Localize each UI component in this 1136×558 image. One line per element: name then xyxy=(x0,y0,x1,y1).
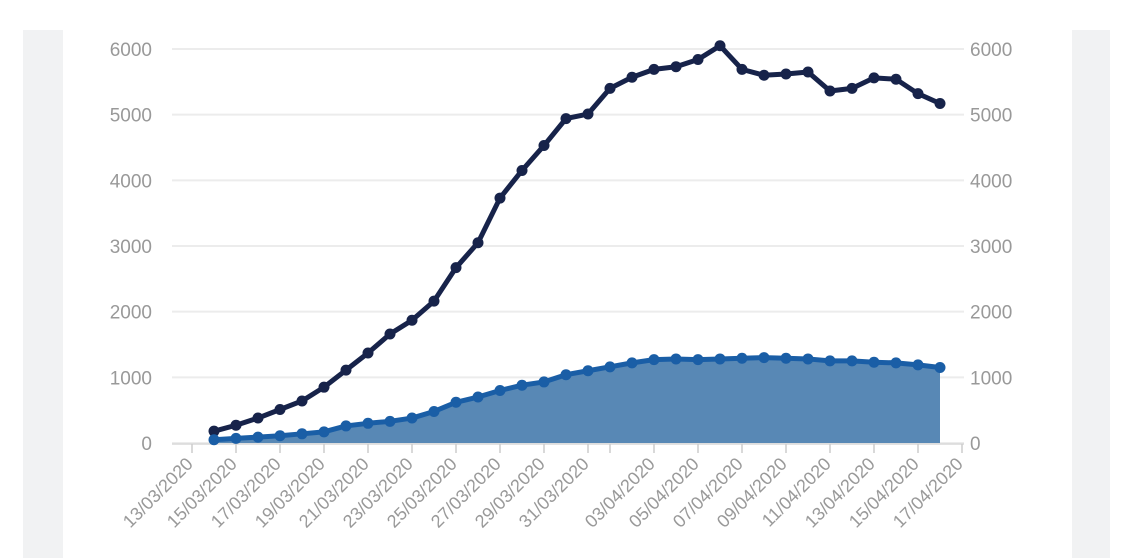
y-tick-label-right: 5000 xyxy=(970,106,1012,127)
data-point xyxy=(384,415,396,427)
data-point xyxy=(912,88,924,100)
data-point xyxy=(648,63,660,75)
data-point xyxy=(494,384,506,396)
data-point xyxy=(934,361,946,373)
y-tick-label-left: 0 xyxy=(141,434,152,455)
data-point xyxy=(626,357,638,369)
data-point xyxy=(318,426,330,438)
data-point xyxy=(890,357,902,369)
data-point xyxy=(868,356,880,368)
y-tick-label-left: 6000 xyxy=(110,40,152,61)
y-tick-label-left: 5000 xyxy=(110,106,152,127)
y-tick-label-left: 3000 xyxy=(110,237,152,258)
y-tick-label-left: 1000 xyxy=(110,368,152,389)
y-tick-label-right: 4000 xyxy=(970,171,1012,192)
data-point xyxy=(252,431,264,443)
data-point xyxy=(560,113,572,125)
data-point xyxy=(890,73,902,85)
data-point xyxy=(824,355,836,367)
data-point xyxy=(714,353,726,365)
y-axis-left: 0 1000 2000 3000 4000 5000 6000 xyxy=(110,40,152,455)
y-tick-label-right: 1000 xyxy=(970,368,1012,389)
data-point xyxy=(252,412,264,424)
data-point xyxy=(230,419,242,431)
data-point xyxy=(340,364,352,376)
y-tick-label-right: 0 xyxy=(970,434,981,455)
data-point xyxy=(692,54,704,66)
data-point xyxy=(780,352,792,364)
data-point xyxy=(604,361,616,373)
data-point xyxy=(208,425,220,437)
y-axis-right: 0 1000 2000 3000 4000 5000 6000 xyxy=(970,40,1012,455)
data-point xyxy=(274,404,286,416)
data-point xyxy=(868,72,880,84)
line-series xyxy=(208,40,946,437)
data-point xyxy=(670,61,682,73)
area-series xyxy=(208,352,946,446)
y-tick-label-right: 6000 xyxy=(970,40,1012,61)
left-gutter xyxy=(23,30,63,558)
y-tick-label-right: 3000 xyxy=(970,237,1012,258)
series-line xyxy=(211,355,943,443)
data-point xyxy=(472,391,484,403)
data-point xyxy=(560,369,572,381)
data-point xyxy=(538,376,550,388)
y-tick-label-left: 4000 xyxy=(110,171,152,192)
data-point xyxy=(362,417,374,429)
data-point xyxy=(846,355,858,367)
data-point xyxy=(824,85,836,97)
data-point xyxy=(230,432,242,444)
data-point xyxy=(450,396,462,408)
y-tick-label-right: 2000 xyxy=(970,303,1012,324)
data-point xyxy=(714,40,726,52)
y-tick-label-left: 2000 xyxy=(110,303,152,324)
data-point xyxy=(626,71,638,83)
data-point xyxy=(648,354,660,366)
series-line xyxy=(211,43,943,434)
data-point xyxy=(494,192,506,204)
data-point xyxy=(934,98,946,110)
data-point xyxy=(208,434,220,446)
data-point xyxy=(340,420,352,432)
data-point xyxy=(406,314,418,326)
data-point xyxy=(802,353,814,365)
data-point xyxy=(758,69,770,81)
data-point xyxy=(538,140,550,152)
data-point xyxy=(758,352,770,364)
data-point xyxy=(780,68,792,80)
data-point xyxy=(802,66,814,78)
data-point xyxy=(912,359,924,371)
data-point xyxy=(406,412,418,424)
data-point xyxy=(296,395,308,407)
data-point xyxy=(296,428,308,440)
data-point xyxy=(736,352,748,364)
data-point xyxy=(670,353,682,365)
data-point xyxy=(274,430,286,442)
data-point xyxy=(582,108,594,120)
data-point xyxy=(582,365,594,377)
data-point xyxy=(846,82,858,94)
data-point xyxy=(516,164,528,176)
right-gutter xyxy=(1072,30,1110,558)
data-point xyxy=(736,63,748,75)
data-point xyxy=(472,237,484,249)
data-point xyxy=(362,347,374,359)
data-point xyxy=(604,82,616,94)
data-point xyxy=(318,381,330,393)
data-point xyxy=(692,354,704,366)
data-point xyxy=(450,262,462,274)
data-point xyxy=(428,295,440,307)
data-point xyxy=(516,379,528,391)
x-axis: 13/03/202015/03/202017/03/202019/03/2020… xyxy=(119,443,967,532)
data-point xyxy=(384,328,396,340)
plot-area xyxy=(208,40,946,446)
data-point xyxy=(428,405,440,417)
